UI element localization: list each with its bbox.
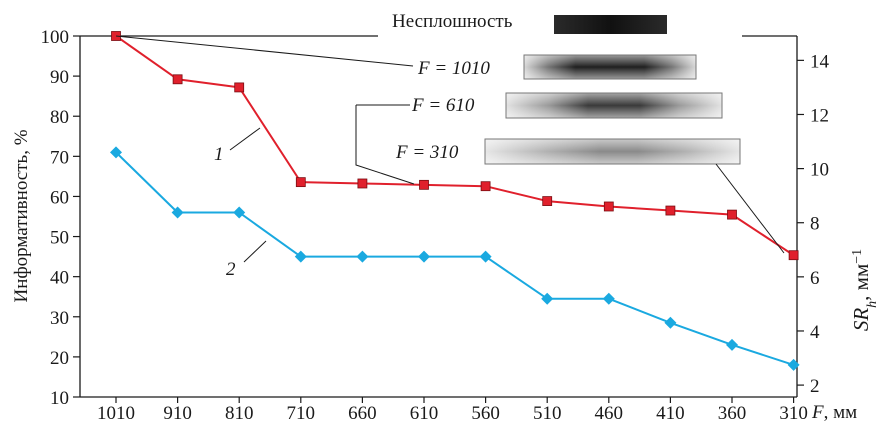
series-1-point xyxy=(419,179,429,190)
series-1-line xyxy=(115,35,795,257)
series-2-point xyxy=(479,250,492,263)
leader-1010 xyxy=(115,35,414,67)
series-1-point xyxy=(172,74,183,85)
series-1-point xyxy=(295,177,306,188)
series-2-point xyxy=(233,206,246,219)
leader-610 xyxy=(355,105,415,185)
x-tick-label: 1010 xyxy=(97,403,135,423)
leader-310 xyxy=(715,163,785,254)
left-tick-label: 80 xyxy=(50,107,69,128)
series-2-point xyxy=(602,292,615,305)
series-2-point xyxy=(356,250,369,263)
series-1-point xyxy=(727,209,737,220)
series-2-label: 2 xyxy=(226,259,236,280)
series-layer xyxy=(110,31,800,371)
series-2-point xyxy=(294,250,307,263)
x-tick-label: 410 xyxy=(656,403,685,423)
series-2-point xyxy=(664,316,677,329)
left-axis-title: Информативность, % xyxy=(11,129,32,302)
x-tick-label: 660 xyxy=(348,403,377,423)
series-1-point xyxy=(480,181,491,192)
defect-label: Несплошность xyxy=(392,11,513,32)
series-1-point xyxy=(603,201,614,212)
left-tick-label: 10 xyxy=(50,388,69,409)
x-tick-label: 810 xyxy=(225,403,254,423)
right-tick-label: 4 xyxy=(810,322,820,343)
right-tick-label: 2 xyxy=(810,376,820,397)
x-tick-label: 510 xyxy=(533,403,562,423)
x-tick-label: 310 xyxy=(779,403,808,423)
x-axis-title: F, мм xyxy=(811,402,857,423)
x-tick-label: 460 xyxy=(595,403,624,423)
series-1 xyxy=(111,31,799,261)
series-2 xyxy=(110,146,800,371)
defect-strip xyxy=(554,15,667,34)
x-ticks: 1010 910 810 710 660 610 560 510 460 410 360 310 xyxy=(97,397,808,423)
strip-1010-shade xyxy=(524,55,696,79)
series-1-label-leader xyxy=(229,127,261,151)
right-tick-label: 14 xyxy=(810,51,830,72)
strip-label-1010: F = 1010 xyxy=(417,58,490,79)
series-1-label: 1 xyxy=(214,144,224,165)
left-tick-label: 20 xyxy=(50,348,69,369)
series-1-point xyxy=(665,205,676,216)
series-2-point xyxy=(787,358,800,371)
series-2-point xyxy=(726,338,738,351)
plot-frame xyxy=(79,35,798,398)
series-2-point xyxy=(171,206,184,219)
left-tick-label: 60 xyxy=(50,187,69,208)
series-1-point xyxy=(788,250,799,261)
left-tick-label: 50 xyxy=(50,228,69,249)
right-tick-label: 10 xyxy=(810,160,829,181)
series-2-label-leader xyxy=(243,240,267,263)
series-1-point xyxy=(357,178,368,189)
left-tick-label: 90 xyxy=(50,67,69,88)
x-tick-label: 560 xyxy=(471,403,500,423)
left-y-ticks: 10 20 30 40 50 60 70 80 90 100 xyxy=(41,27,80,409)
strip-label-310: F = 310 xyxy=(395,142,459,163)
left-tick-label: 100 xyxy=(41,27,70,48)
series-2-line xyxy=(115,151,794,366)
x-tick-label: 610 xyxy=(410,403,439,423)
strip-310-shade xyxy=(485,139,740,164)
left-tick-label: 30 xyxy=(50,308,69,329)
strip-310-frame xyxy=(484,138,741,165)
series-2-point xyxy=(541,292,554,305)
right-tick-label: 8 xyxy=(810,214,820,235)
series-1-point xyxy=(234,82,245,93)
strip-610-frame xyxy=(505,92,723,119)
strip-label-610: F = 610 xyxy=(411,95,475,116)
left-tick-label: 70 xyxy=(50,147,69,168)
left-tick-label: 40 xyxy=(50,268,69,289)
series-2-point xyxy=(110,146,122,159)
x-tick-label: 710 xyxy=(287,403,316,423)
right-tick-label: 6 xyxy=(810,268,820,289)
strip-1010-frame xyxy=(523,54,697,80)
series-1-point xyxy=(542,196,553,206)
strip-610-shade xyxy=(506,93,722,118)
right-y-ticks: 2 4 6 8 10 12 14 xyxy=(797,51,830,397)
right-axis-title: SRh, мм−1 xyxy=(849,249,880,331)
x-tick-label: 360 xyxy=(718,403,747,423)
series-2-point xyxy=(418,250,430,263)
right-tick-label: 12 xyxy=(810,105,829,126)
x-tick-label: 910 xyxy=(163,403,192,423)
